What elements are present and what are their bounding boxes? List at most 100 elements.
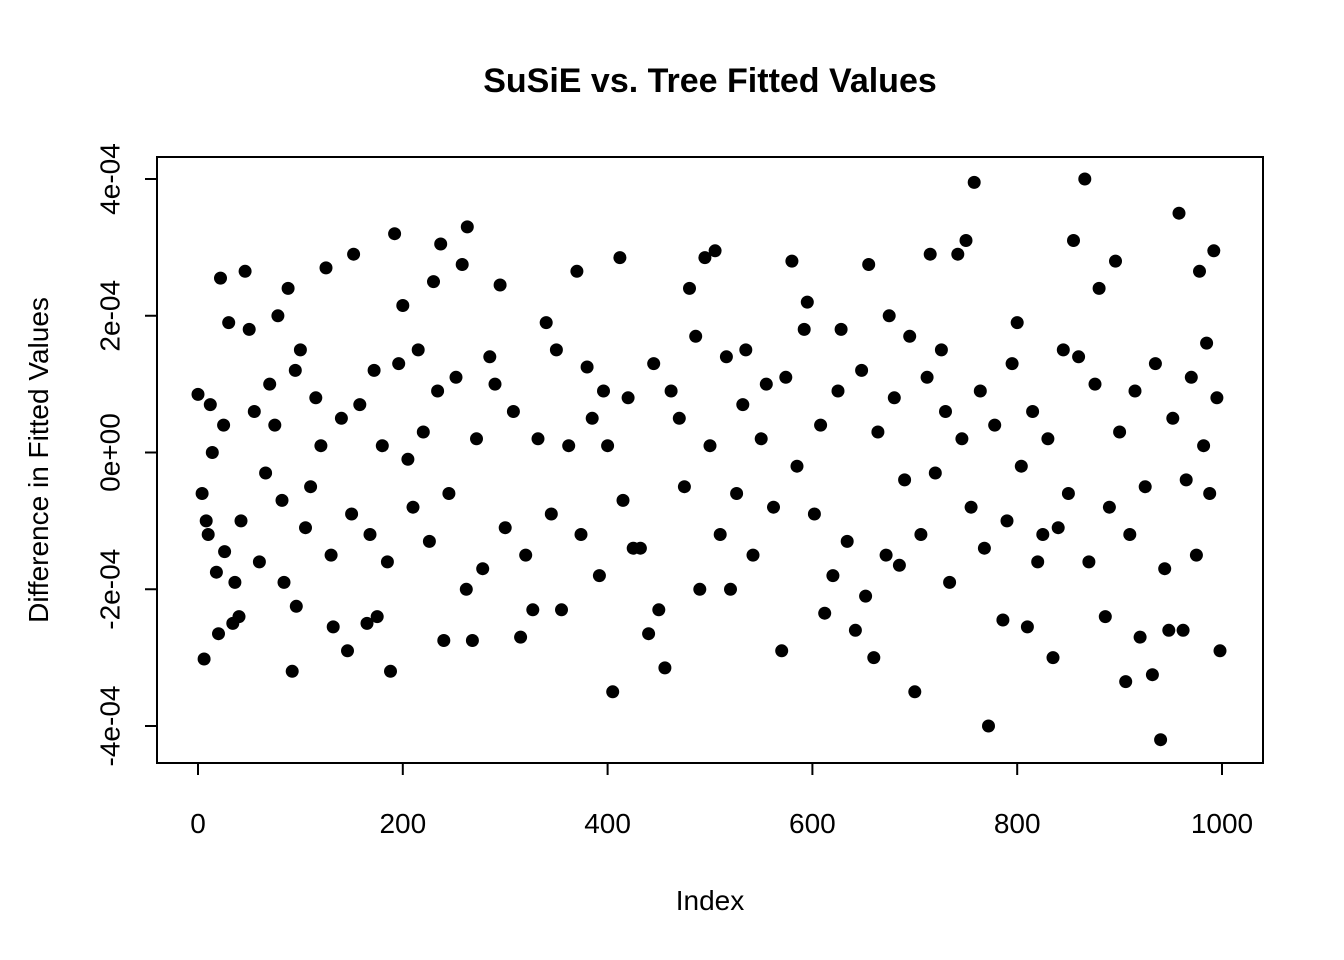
- data-point: [779, 370, 793, 384]
- data-point: [334, 411, 348, 425]
- data-point: [205, 446, 219, 459]
- data-point: [862, 258, 876, 271]
- data-point: [1078, 172, 1092, 186]
- data-point: [304, 480, 318, 494]
- data-point: [1128, 384, 1142, 398]
- y-tick-label: 4e-04: [94, 143, 125, 215]
- data-point: [1092, 281, 1106, 295]
- x-tick-label: 200: [379, 808, 426, 839]
- data-point: [363, 528, 377, 541]
- data-point: [214, 271, 227, 285]
- data-point: [1014, 459, 1028, 473]
- data-point: [476, 562, 490, 576]
- data-point: [277, 575, 291, 589]
- data-point: [1113, 425, 1127, 439]
- data-point: [1072, 350, 1086, 364]
- data-point: [209, 565, 223, 579]
- data-point: [871, 425, 885, 439]
- data-point: [406, 500, 420, 514]
- data-point: [689, 329, 703, 343]
- data-point: [1088, 377, 1102, 391]
- data-point: [934, 343, 948, 357]
- y-axis: -4e-04 -2e-04 0e+00 2e-04 4e-04: [94, 143, 158, 767]
- data-point: [218, 545, 232, 559]
- data-point: [370, 610, 384, 624]
- data-point: [1179, 473, 1193, 487]
- data-point: [988, 418, 1002, 432]
- data-point: [434, 237, 448, 251]
- data-point: [197, 652, 211, 666]
- data-point: [1020, 620, 1034, 634]
- data-point: [488, 377, 502, 391]
- data-point: [606, 685, 620, 699]
- data-point: [1176, 623, 1190, 637]
- data-point: [1172, 206, 1186, 220]
- data-point: [616, 493, 630, 507]
- data-point: [442, 487, 456, 500]
- data-point: [203, 398, 217, 412]
- y-tick-label: -4e-04: [94, 686, 125, 767]
- data-point: [259, 466, 273, 480]
- data-point: [664, 384, 678, 398]
- data-point: [222, 316, 236, 330]
- data-point: [848, 623, 862, 637]
- data-point: [1138, 480, 1152, 494]
- data-point: [736, 398, 750, 412]
- data-point: [1056, 343, 1070, 357]
- data-point: [859, 589, 873, 603]
- data-point: [647, 357, 661, 371]
- x-tick-label: 600: [789, 808, 836, 839]
- data-point: [422, 534, 436, 548]
- data-point: [288, 363, 302, 377]
- data-point: [1184, 370, 1198, 384]
- data-point: [375, 439, 389, 453]
- data-point: [498, 521, 512, 535]
- data-point: [973, 384, 987, 398]
- data-point: [826, 569, 840, 583]
- data-point: [903, 329, 917, 343]
- data-point: [633, 541, 647, 555]
- y-axis-label: Difference in Fitted Values: [23, 297, 54, 623]
- data-point: [1197, 439, 1211, 453]
- data-point: [411, 343, 425, 357]
- x-axis: 0 200 400 600 800 1000: [190, 762, 1253, 839]
- data-point: [683, 281, 696, 295]
- data-point: [759, 377, 773, 391]
- data-point: [797, 322, 811, 336]
- data-point: [1005, 357, 1019, 371]
- data-point: [384, 664, 397, 678]
- data-point: [708, 244, 722, 258]
- data-point: [199, 514, 213, 528]
- data-point: [1082, 555, 1096, 569]
- data-point: [416, 425, 430, 439]
- data-point: [437, 634, 451, 647]
- data-point: [319, 261, 333, 275]
- data-point: [252, 555, 266, 569]
- data-point: [672, 411, 686, 425]
- data-point: [831, 384, 845, 398]
- data-point: [519, 548, 533, 562]
- x-tick-label: 800: [994, 808, 1041, 839]
- data-point: [539, 316, 553, 330]
- data-point: [613, 251, 627, 265]
- data-point: [574, 528, 588, 541]
- data-point: [228, 575, 242, 589]
- data-point: [483, 350, 497, 364]
- data-point: [730, 487, 744, 500]
- data-point: [341, 644, 354, 658]
- data-point: [353, 398, 367, 412]
- data-point: [597, 384, 610, 398]
- data-point: [724, 582, 737, 596]
- x-tick-label: 0: [190, 808, 206, 839]
- data-point: [1098, 610, 1112, 624]
- data-point: [1031, 555, 1045, 569]
- data-point: [449, 370, 463, 384]
- data-point: [967, 175, 981, 189]
- data-point: [840, 534, 854, 548]
- data-point: [493, 278, 507, 292]
- data-point: [887, 391, 901, 405]
- data-point: [585, 411, 599, 425]
- data-point: [996, 613, 1010, 627]
- data-point: [263, 377, 277, 391]
